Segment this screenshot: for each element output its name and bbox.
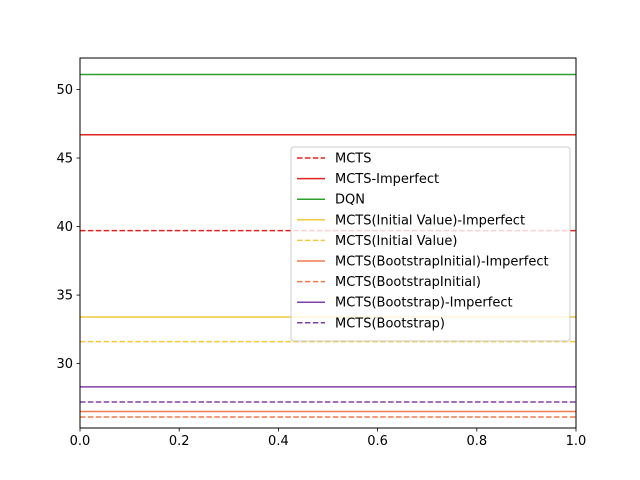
legend-label-2: DQN <box>335 193 365 208</box>
plot-frame <box>79 57 577 429</box>
y-tick-label-2: 40 <box>56 220 73 235</box>
x-tick-label-4: 0.8 <box>466 434 487 449</box>
legend-box <box>290 146 571 342</box>
x-axis: 0.0 0.2 0.4 0.6 0.8 1.0 <box>70 428 587 449</box>
legend-label-6: MCTS(BootstrapInitial) <box>335 275 481 290</box>
y-axis: 30 35 40 45 50 <box>56 83 80 372</box>
x-tick-label-1: 0.2 <box>169 434 190 449</box>
x-tick-label-3: 0.6 <box>367 434 388 449</box>
legend-label-0: MCTS <box>335 152 372 167</box>
legend-label-3: MCTS(Initial Value)-Imperfect <box>335 213 525 228</box>
x-tick-label-5: 1.0 <box>566 434 587 449</box>
y-tick-label-1: 35 <box>56 289 73 304</box>
legend-label-4: MCTS(Initial Value) <box>335 234 457 249</box>
legend: MCTS MCTS-Imperfect DQN MCTS(Initial Value)… <box>290 146 571 342</box>
legend-label-7: MCTS(Bootstrap)-Imperfect <box>335 296 513 311</box>
x-tick-label-2: 0.4 <box>268 434 289 449</box>
y-tick-label-0: 30 <box>56 357 73 372</box>
legend-label-5: MCTS(BootstrapInitial)-Imperfect <box>335 255 549 270</box>
y-tick-label-3: 45 <box>56 152 73 167</box>
x-tick-label-0: 0.0 <box>70 434 91 449</box>
y-tick-label-4: 50 <box>56 83 73 98</box>
legend-label-1: MCTS-Imperfect <box>335 172 439 187</box>
legend-label-8: MCTS(Bootstrap) <box>335 316 445 331</box>
